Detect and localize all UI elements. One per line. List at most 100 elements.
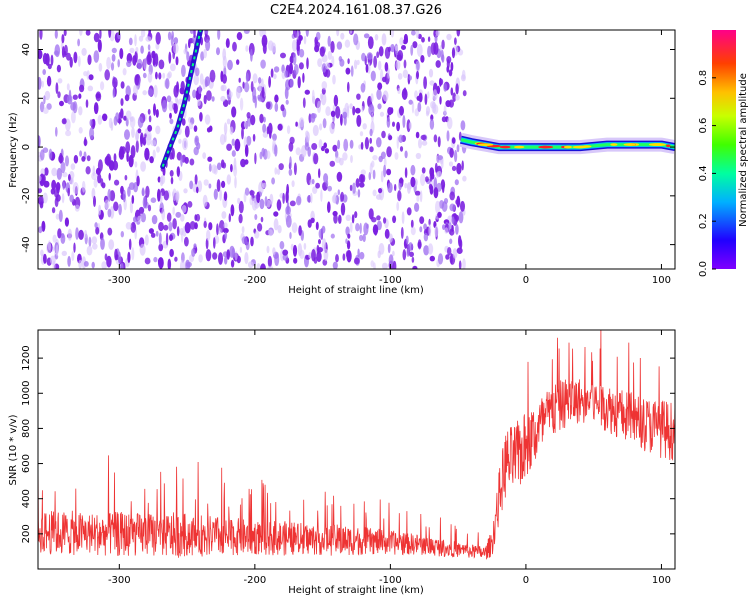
noise-speckle: [213, 237, 216, 249]
noise-speckle: [234, 138, 241, 152]
noise-speckle: [462, 90, 467, 97]
noise-speckle: [405, 37, 408, 44]
noise-speckle: [143, 57, 148, 70]
noise-speckle: [72, 101, 78, 114]
noise-speckle: [273, 66, 280, 73]
noise-speckle: [204, 114, 211, 125]
noise-speckle: [360, 83, 366, 93]
noise-speckle: [212, 252, 218, 260]
noise-speckle: [127, 186, 131, 197]
noise-speckle: [101, 182, 106, 189]
noise-speckle: [241, 226, 245, 234]
noise-speckle: [446, 65, 450, 73]
carrier-peak: [626, 143, 636, 146]
noise-speckle: [419, 226, 423, 233]
noise-speckle: [158, 72, 162, 80]
noise-speckle: [111, 47, 117, 54]
noise-speckle: [87, 54, 92, 66]
noise-speckle: [81, 180, 86, 193]
noise-speckle: [119, 48, 124, 60]
noise-speckle: [126, 151, 129, 162]
noise-speckle: [444, 227, 449, 234]
noise-speckle: [99, 30, 102, 39]
noise-speckle: [206, 229, 211, 241]
noise-speckle: [259, 113, 264, 124]
noise-speckle: [276, 168, 281, 175]
noise-speckle: [319, 93, 324, 100]
noise-speckle: [216, 179, 221, 192]
noise-speckle: [330, 233, 335, 239]
noise-speckle: [41, 80, 44, 88]
noise-speckle: [280, 104, 285, 112]
noise-speckle: [330, 110, 336, 118]
noise-speckle: [140, 134, 143, 148]
noise-speckle: [258, 82, 262, 93]
noise-speckle: [122, 68, 127, 76]
noise-speckle: [140, 30, 146, 38]
noise-speckle: [311, 249, 316, 262]
noise-speckle: [279, 241, 285, 250]
noise-speckle: [110, 62, 115, 71]
noise-speckle: [171, 147, 175, 160]
noise-speckle: [298, 225, 302, 236]
noise-speckle: [340, 113, 343, 126]
noise-speckle: [140, 212, 146, 223]
noise-speckle: [144, 128, 148, 135]
noise-speckle: [114, 248, 118, 261]
noise-speckle: [46, 242, 52, 254]
noise-speckle: [130, 221, 137, 233]
noise-speckle: [144, 234, 149, 246]
noise-speckle: [117, 59, 120, 68]
noise-speckle: [147, 44, 151, 51]
noise-speckle: [437, 211, 442, 218]
noise-speckle: [176, 226, 180, 237]
noise-speckle: [124, 174, 128, 181]
noise-speckle: [245, 45, 249, 52]
noise-speckle: [313, 153, 319, 165]
noise-speckle: [401, 211, 405, 224]
noise-speckle: [404, 150, 408, 159]
noise-speckle: [88, 236, 92, 247]
noise-speckle: [216, 162, 222, 171]
noise-speckle: [367, 36, 374, 49]
noise-speckle: [198, 85, 202, 94]
noise-speckle: [451, 165, 457, 172]
noise-speckle: [356, 59, 360, 66]
noise-speckle: [431, 101, 437, 114]
noise-speckle: [208, 222, 213, 231]
noise-speckle: [282, 249, 289, 256]
noise-speckle: [350, 155, 353, 163]
noise-speckle: [172, 218, 177, 230]
noise-speckle: [399, 105, 404, 116]
x-tick-label: -300: [108, 275, 131, 286]
noise-speckle: [387, 46, 391, 53]
noise-speckle: [206, 90, 212, 101]
noise-speckle: [161, 99, 168, 113]
noise-speckle: [376, 88, 382, 100]
noise-speckle: [180, 214, 185, 222]
noise-speckle: [43, 180, 50, 188]
noise-speckle: [417, 239, 422, 250]
noise-speckle: [449, 238, 453, 245]
noise-speckle: [456, 195, 461, 208]
colorbar: 0.0 0.2 0.4 0.6 0.8 Normalized spectral ampl…: [698, 30, 749, 277]
noise-speckle: [128, 154, 134, 168]
noise-speckle: [147, 88, 154, 97]
noise-speckle: [427, 91, 430, 99]
noise-speckle: [312, 124, 319, 137]
noise-speckle: [204, 79, 208, 88]
noise-speckle: [439, 96, 442, 105]
noise-speckle: [315, 182, 320, 189]
noise-speckle: [199, 112, 203, 122]
noise-speckle: [107, 208, 112, 218]
noise-speckle: [458, 211, 464, 224]
noise-speckle: [260, 263, 266, 269]
noise-speckle: [129, 200, 133, 214]
noise-speckle: [60, 161, 66, 174]
noise-speckle: [125, 110, 132, 120]
noise-speckle: [434, 34, 438, 43]
noise-speckle: [139, 243, 146, 256]
y-tick-label: -20: [21, 188, 32, 204]
y-tick-label: 1200: [21, 345, 32, 370]
